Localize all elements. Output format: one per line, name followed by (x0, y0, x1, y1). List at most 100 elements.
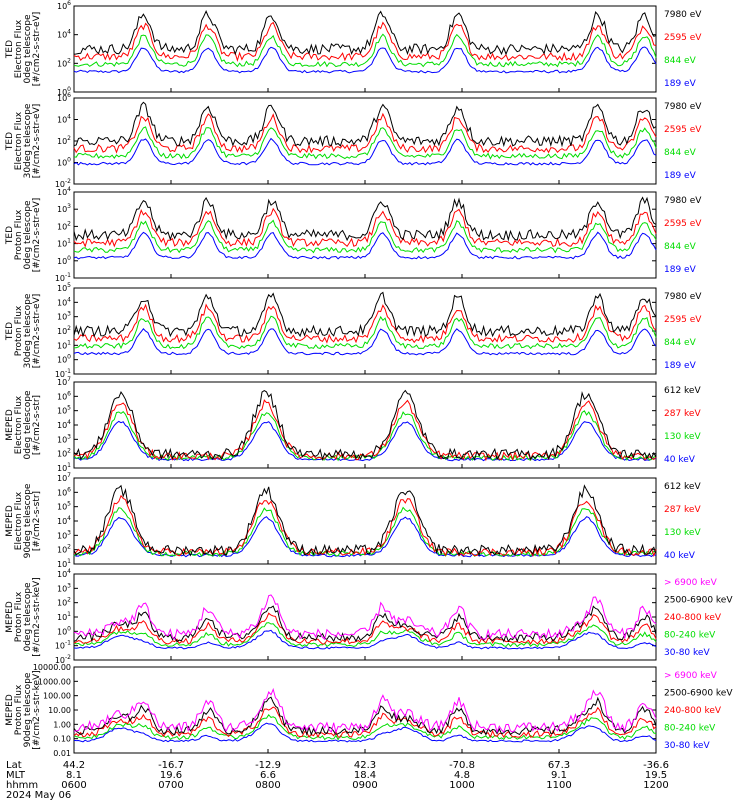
legend-entry: 189 eV (664, 361, 697, 371)
x-row-label-lat: Lat (6, 760, 22, 771)
y-tick-label: 104 (57, 296, 71, 307)
series-line (73, 622, 657, 648)
series-line (73, 291, 657, 338)
series-line (73, 594, 657, 641)
x-tick-label: 0800 (255, 780, 280, 791)
x-tick-label: 42.3 (354, 760, 376, 771)
y-tick-label: 102 (57, 325, 71, 336)
legend-entry: 612 keV (664, 482, 701, 492)
y-tick-label: 103 (57, 529, 71, 540)
x-tick-label: 18.4 (354, 770, 376, 781)
x-row-label-time: hhmm (6, 780, 38, 791)
y-tick-label: 10-2 (55, 654, 71, 665)
y-tick-label: 105 (57, 282, 71, 293)
y-tick-label: 1000.00 (38, 677, 71, 686)
series-line (73, 315, 657, 350)
series-line (73, 33, 657, 68)
legend-entry: 2595 eV (664, 315, 702, 325)
y-axis-title-line: Electron Flux (14, 111, 24, 170)
y-axis-title-line: MEPED (5, 409, 15, 441)
series-line (73, 605, 657, 643)
series-line (73, 687, 657, 734)
panel-3: TED Proton Flux 0deg telescope [#/cm2-s-str… (5, 186, 702, 283)
x-tick-label: 4.8 (454, 770, 470, 781)
y-axis-title-line: TED (5, 322, 15, 341)
x-tick-label: 44.2 (63, 760, 85, 771)
panel-5: MEPED Electron Flux 0deg telescope [#/cm2-s… (5, 376, 701, 473)
legend-entry: 7980 eV (664, 292, 702, 302)
x-tick-label: -12.9 (255, 760, 281, 771)
y-tick-label: 104 (57, 515, 71, 526)
series-line (73, 389, 657, 462)
y-tick-label: 10000.00 (33, 663, 71, 672)
x-tick-label: 19.5 (645, 770, 667, 781)
series-line (73, 612, 657, 645)
series-line (73, 706, 657, 739)
y-tick-label: 102 (57, 135, 71, 146)
series-line (73, 196, 657, 242)
y-tick-label: 107 (57, 376, 71, 387)
legend-entry: 30-80 keV (664, 648, 710, 658)
y-tick-label: 104 (57, 186, 71, 197)
panel-1: TED Electron Flux 0deg telescope [#/cm2-s-s… (5, 0, 702, 97)
y-tick-label: 102 (57, 220, 71, 231)
x-tick-label: 19.6 (160, 770, 182, 781)
y-tick-label: 107 (57, 472, 71, 483)
y-tick-label: 106 (57, 486, 71, 497)
series-line (73, 10, 657, 56)
y-tick-label: 101 (57, 462, 71, 473)
x-tick-label: 8.1 (66, 770, 82, 781)
y-tick-label: 101 (57, 558, 71, 569)
y-axis-title-line: [#/cm2-s-str] (32, 395, 42, 455)
y-tick-label: 104 (57, 419, 71, 430)
y-tick-label: 102 (57, 448, 71, 459)
series-line (73, 101, 657, 148)
y-tick-label: 105 (57, 405, 71, 416)
panels: TED Electron Flux 0deg telescope [#/cm2-s-s… (5, 0, 733, 758)
y-tick-label: 101 (57, 238, 71, 249)
x-tick-label: 1200 (643, 780, 668, 791)
y-tick-label: 100 (57, 86, 71, 97)
legend-entry: 287 keV (664, 409, 701, 419)
y-axis-title-line: 30deg telescope (23, 293, 33, 368)
y-tick-label: 102 (57, 544, 71, 555)
legend-entry: 2500-6900 keV (664, 596, 733, 606)
legend-entry: 844 eV (664, 242, 697, 252)
legend-entry: 2500-6900 keV (664, 689, 733, 699)
legend-entry: > 6900 keV (664, 671, 718, 681)
y-tick-label: 103 (57, 433, 71, 444)
y-tick-label: 0.10 (53, 735, 71, 744)
series-line (73, 484, 657, 557)
legend-entry: 844 eV (664, 56, 697, 66)
legend-entry: 30-80 keV (664, 741, 710, 751)
y-axis-title-line: [#/cm2-s-str] (32, 491, 42, 551)
legend-entry: 287 keV (664, 505, 701, 515)
y-tick-label: 10-2 (55, 178, 71, 189)
series-line (73, 112, 657, 154)
y-axis-title-line: 90deg telescope (23, 483, 33, 558)
x-tick-label: 9.1 (551, 770, 567, 781)
legend-entry: 189 eV (664, 265, 697, 275)
y-tick-label: 105 (57, 501, 71, 512)
y-axis-title-line: 0deg telescope (23, 390, 33, 460)
y-axis-title-line: [#/cm2-s-str-eV] (32, 104, 42, 179)
legend-entry: 80-240 keV (664, 724, 716, 734)
y-axis-title-line: Proton Flux (14, 684, 24, 735)
legend-entry: 240-800 keV (664, 613, 722, 623)
y-axis-title-line: Electron Flux (14, 395, 24, 454)
legend-entry: 844 eV (664, 148, 697, 158)
series-line (73, 219, 657, 254)
y-axis-title-line: MEPED (5, 505, 15, 537)
y-tick-label: 101 (57, 611, 71, 622)
panel-frame (73, 573, 657, 661)
x-tick-label: 0600 (61, 780, 86, 791)
y-axis-title-line: Proton Flux (14, 591, 24, 642)
series-line (73, 328, 657, 356)
y-tick-label: 103 (57, 203, 71, 214)
series-line (73, 21, 657, 63)
y-tick-label: 1.00 (53, 720, 71, 729)
y-axis-title-line: [#/cm2-s-str-keV] (32, 577, 42, 656)
series-line (73, 722, 657, 743)
legend-entry: 7980 eV (664, 102, 702, 112)
